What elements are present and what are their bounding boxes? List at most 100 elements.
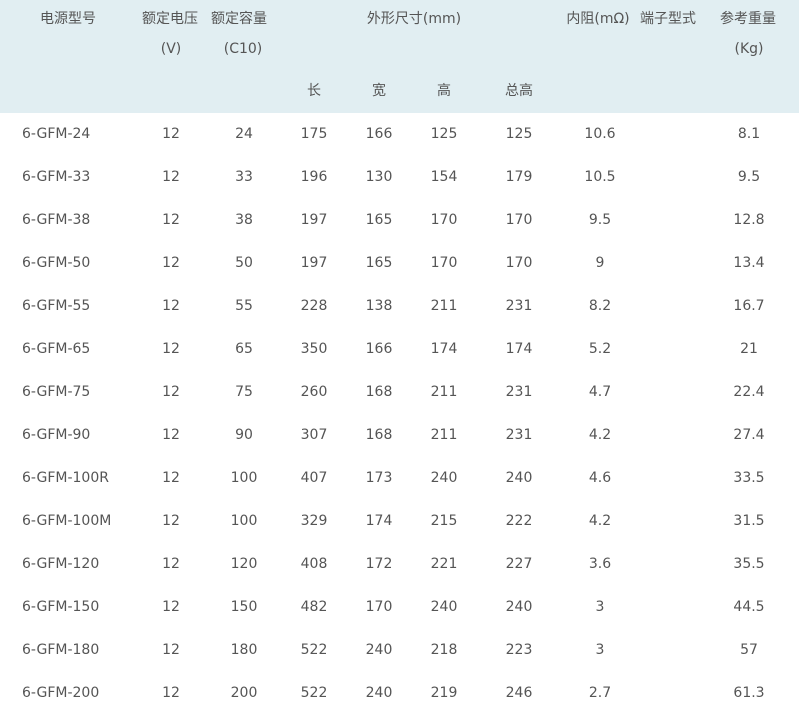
cell-resistance: 9 [595, 255, 605, 271]
cell-height: 125 [430, 126, 458, 142]
header-terminal: 端子型式 [640, 11, 696, 27]
cell-total-height: 170 [505, 255, 533, 271]
cell-capacity: 100 [230, 513, 258, 529]
cell-capacity: 33 [235, 169, 253, 185]
cell-model: 6-GFM-180 [22, 642, 100, 658]
cell-voltage: 12 [162, 556, 180, 572]
cell-voltage: 12 [162, 255, 180, 271]
cell-length: 482 [300, 599, 328, 615]
header-weight: 参考重量 [720, 11, 776, 27]
cell-width: 130 [365, 169, 393, 185]
cell-weight: 44.5 [733, 599, 765, 615]
cell-capacity: 100 [230, 470, 258, 486]
cell-resistance: 4.2 [588, 427, 612, 443]
header-dimensions: 外形尺寸(mm) [366, 11, 462, 27]
cell-weight: 33.5 [733, 470, 765, 486]
cell-model: 6-GFM-65 [22, 341, 91, 357]
cell-length: 307 [300, 427, 328, 443]
cell-length: 197 [300, 212, 328, 228]
cell-model: 6-GFM-120 [22, 556, 100, 572]
cell-weight: 13.4 [733, 255, 765, 271]
cell-height: 211 [430, 427, 458, 443]
cell-height: 170 [430, 212, 458, 228]
cell-resistance: 9.5 [588, 212, 612, 228]
cell-total-height: 179 [505, 169, 533, 185]
cell-width: 165 [365, 212, 393, 228]
cell-total-height: 174 [505, 341, 533, 357]
cell-total-height: 240 [505, 470, 533, 486]
cell-model: 6-GFM-200 [22, 685, 100, 701]
header-resistance: 内阻(mΩ) [566, 11, 630, 27]
cell-length: 408 [300, 556, 328, 572]
cell-total-height: 227 [505, 556, 533, 572]
cell-resistance: 5.2 [588, 341, 612, 357]
cell-height: 154 [430, 169, 458, 185]
cell-voltage: 12 [162, 685, 180, 701]
cell-total-height: 231 [505, 427, 533, 443]
header-height: 高 [437, 83, 451, 99]
header-voltage: 额定电压 [142, 11, 198, 27]
cell-total-height: 222 [505, 513, 533, 529]
cell-weight: 61.3 [733, 685, 765, 701]
cell-weight: 12.8 [733, 212, 765, 228]
header-width: 宽 [372, 83, 386, 99]
cell-width: 168 [365, 427, 393, 443]
cell-resistance: 3 [595, 642, 605, 658]
header-voltage-unit: (V) [160, 41, 182, 57]
cell-length: 350 [300, 341, 328, 357]
cell-total-height: 246 [505, 685, 533, 701]
cell-capacity: 120 [230, 556, 258, 572]
cell-length: 197 [300, 255, 328, 271]
cell-resistance: 4.2 [588, 513, 612, 529]
cell-total-height: 170 [505, 212, 533, 228]
cell-width: 166 [365, 341, 393, 357]
cell-weight: 57 [740, 642, 758, 658]
cell-length: 175 [300, 126, 328, 142]
header-weight-unit: (Kg) [734, 41, 764, 57]
table-header: 电源型号 额定电压 (V) 额定容量 (C10) 外形尺寸(mm) 长 宽 高 … [0, 0, 799, 113]
cell-voltage: 12 [162, 427, 180, 443]
cell-resistance: 8.2 [588, 298, 612, 314]
cell-weight: 9.5 [737, 169, 761, 185]
header-capacity: 额定容量 [211, 11, 267, 27]
cell-width: 165 [365, 255, 393, 271]
cell-model: 6-GFM-75 [22, 384, 91, 400]
header-capacity-unit: (C10) [223, 41, 263, 57]
cell-length: 407 [300, 470, 328, 486]
cell-weight: 27.4 [733, 427, 765, 443]
cell-capacity: 180 [230, 642, 258, 658]
cell-model: 6-GFM-90 [22, 427, 91, 443]
cell-resistance: 10.5 [584, 169, 616, 185]
cell-height: 221 [430, 556, 458, 572]
cell-voltage: 12 [162, 298, 180, 314]
cell-voltage: 12 [162, 513, 180, 529]
cell-voltage: 12 [162, 341, 180, 357]
cell-model: 6-GFM-100R [22, 470, 109, 486]
cell-width: 170 [365, 599, 393, 615]
cell-model: 6-GFM-100M [22, 513, 112, 529]
cell-total-height: 223 [505, 642, 533, 658]
cell-width: 138 [365, 298, 393, 314]
cell-weight: 21 [740, 341, 758, 357]
cell-width: 174 [365, 513, 393, 529]
cell-weight: 16.7 [733, 298, 765, 314]
cell-width: 166 [365, 126, 393, 142]
cell-width: 172 [365, 556, 393, 572]
cell-weight: 8.1 [737, 126, 761, 142]
cell-resistance: 3.6 [588, 556, 612, 572]
cell-total-height: 231 [505, 298, 533, 314]
cell-length: 260 [300, 384, 328, 400]
cell-height: 174 [430, 341, 458, 357]
cell-model: 6-GFM-50 [22, 255, 91, 271]
cell-length: 522 [300, 642, 328, 658]
cell-height: 240 [430, 470, 458, 486]
cell-capacity: 55 [235, 298, 253, 314]
cell-height: 211 [430, 298, 458, 314]
cell-weight: 22.4 [733, 384, 765, 400]
header-total-height: 总高 [505, 83, 533, 99]
cell-voltage: 12 [162, 599, 180, 615]
cell-model: 6-GFM-150 [22, 599, 100, 615]
cell-height: 170 [430, 255, 458, 271]
cell-height: 218 [430, 642, 458, 658]
cell-width: 240 [365, 642, 393, 658]
